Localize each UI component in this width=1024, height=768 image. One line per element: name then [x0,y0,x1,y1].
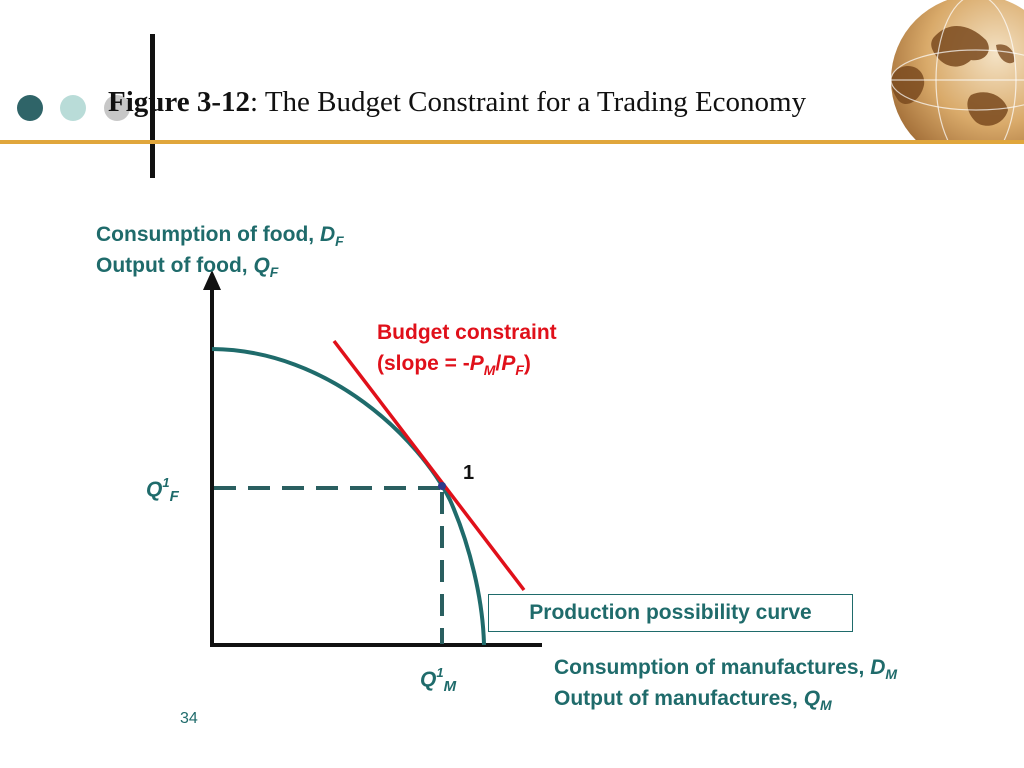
budget-constraint-label: Budget constraint [377,321,557,344]
figure-number: Figure 3-12 [108,86,251,118]
y-axis-arrow [203,270,221,290]
qm-label: Q1M [420,665,457,695]
figure-caption: : The Budget Constraint for a Trading Ec… [250,86,807,118]
budget-slope-label: (slope = -PM/PF) [377,352,531,378]
ppc-label: Production possibility curve [529,601,812,624]
budget-constraint-line [332,339,526,592]
globe-icon [890,0,1024,140]
bullet-dot-gray [104,95,130,121]
y-axis-label-consumption: Consumption of food, DF [96,223,344,249]
x-axis-label-consumption: Consumption of manufactures, DM [554,656,897,682]
slide-title: Figure 3-12: The Budget Constraint for a… [108,86,806,119]
ppc-label-box: Production possibility curve [488,594,853,632]
x-axis-label-output: Output of manufactures, QM [554,687,832,713]
bullet-dot-light [60,95,86,121]
tangency-point [438,482,446,490]
qf-label: Q1F [146,475,180,505]
point-label: 1 [463,462,474,484]
title-underline-rule [0,140,1024,144]
page-number: 34 [180,710,198,727]
bullet-dot-dark [17,95,43,121]
y-axis-label-output: Output of food, QF [96,254,279,280]
title-vertical-bar [150,34,155,178]
